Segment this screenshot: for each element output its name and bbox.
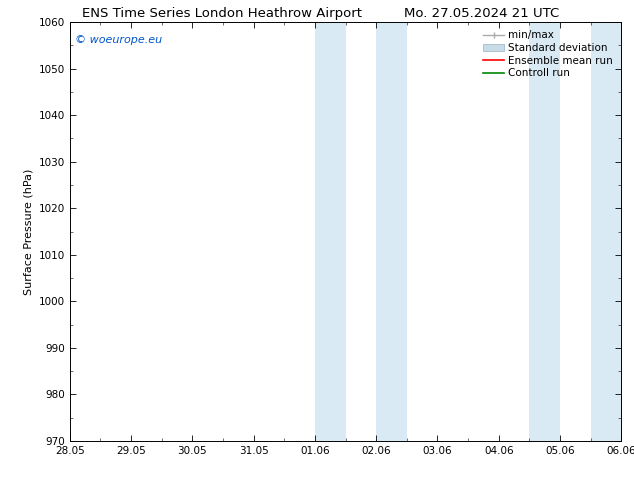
Text: Mo. 27.05.2024 21 UTC: Mo. 27.05.2024 21 UTC <box>404 7 559 21</box>
Bar <box>529 22 560 441</box>
Bar <box>315 22 346 441</box>
Text: © woeurope.eu: © woeurope.eu <box>75 35 162 45</box>
Y-axis label: Surface Pressure (hPa): Surface Pressure (hPa) <box>23 169 33 294</box>
Bar <box>591 22 621 441</box>
Legend: min/max, Standard deviation, Ensemble mean run, Controll run: min/max, Standard deviation, Ensemble me… <box>480 27 616 81</box>
Bar <box>376 22 407 441</box>
Text: ENS Time Series London Heathrow Airport: ENS Time Series London Heathrow Airport <box>82 7 362 21</box>
